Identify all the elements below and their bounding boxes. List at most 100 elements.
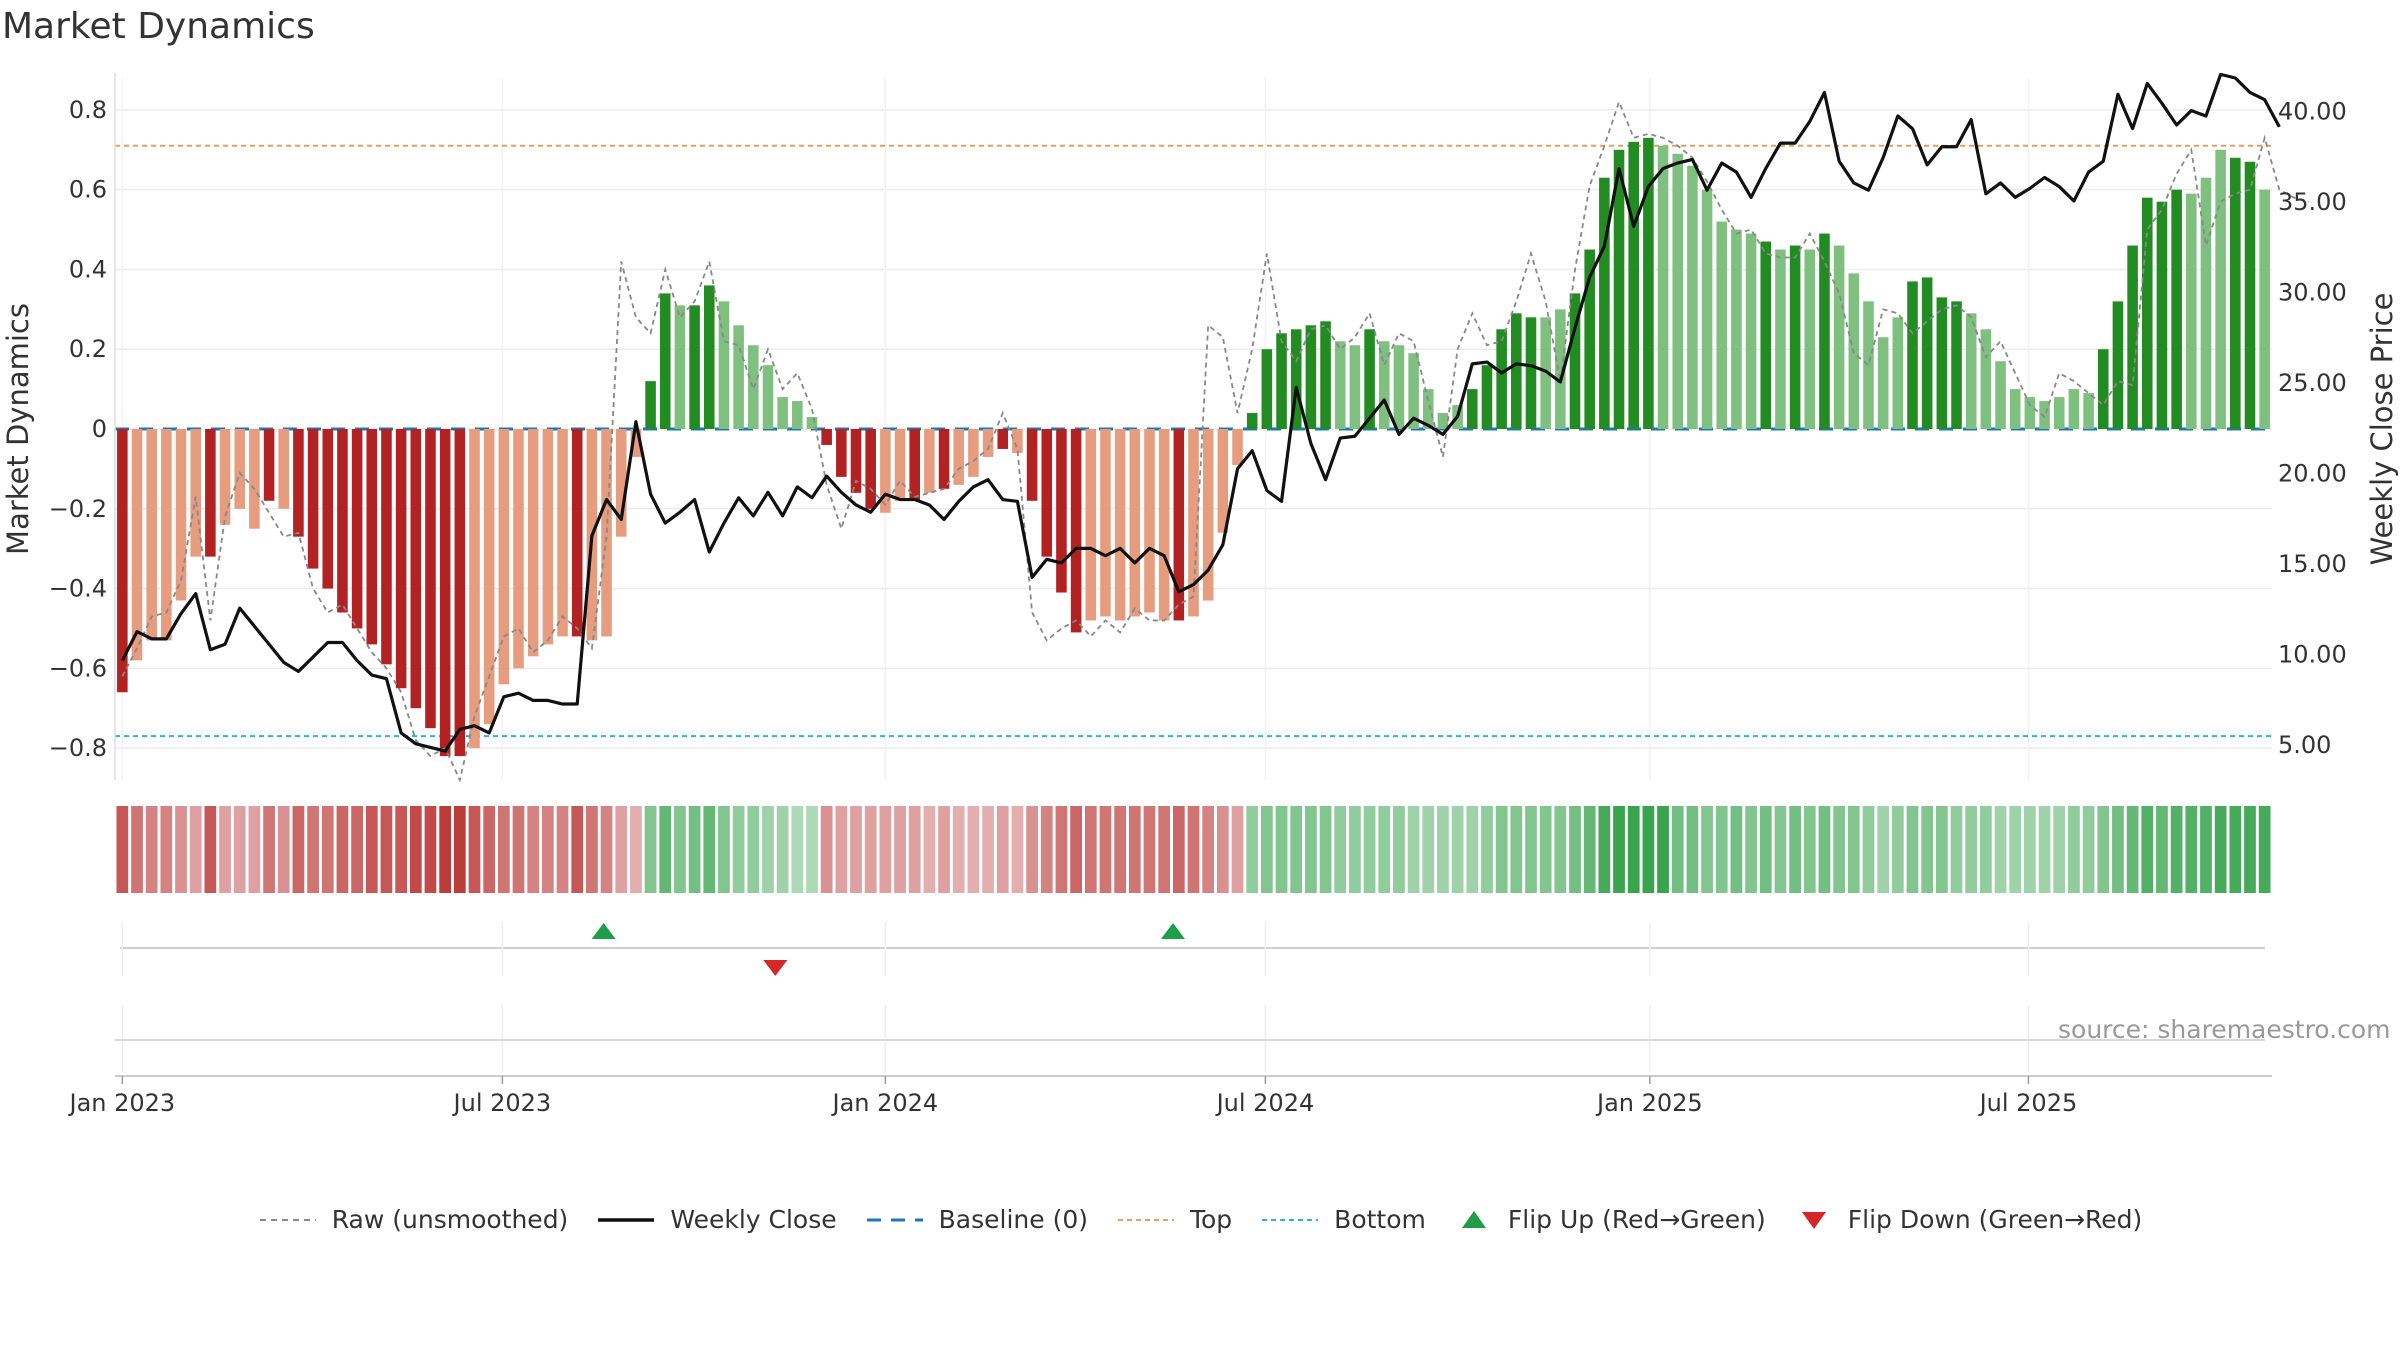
x-tick-label: Jul 2025 [1978,1089,2078,1117]
raw-line [121,99,2309,783]
dynamics-bar [1364,329,1375,429]
regime-strip-cell [1979,806,1992,893]
regime-strip-cell [762,806,774,893]
regime-strip-cell [1862,806,1875,893]
regime-strip-cell [2141,806,2154,893]
regime-strip-cell [1290,806,1303,893]
dynamics-bar [1716,221,1728,429]
dynamics-bar [1731,229,1742,429]
regime-strip-cell [424,806,437,893]
regime-strip-cell [718,806,730,893]
legend-item-bottom: Bottom [1260,1205,1426,1234]
regime-strip-cell [527,806,540,893]
regime-strip-cell [864,806,877,893]
regime-strip-cell [1994,806,2007,893]
regime-strip-cell [453,806,466,893]
regime-strip-cell [1510,806,1523,893]
dynamics-bar [146,429,157,641]
dynamics-bar [1760,241,1772,429]
regime-strip [116,806,2271,893]
y2-tick-label: 30.00 [2278,278,2347,306]
regime-strip-cell [160,806,173,893]
y2-tick-label: 15.00 [2278,550,2347,578]
legend-item-flip-up: Flip Up (Red→Green) [1454,1205,1766,1234]
regime-strip-cell [1216,806,1229,893]
regime-strip-cell [1437,806,1449,893]
regime-strip-cell [776,806,789,893]
dynamics-bar [1511,313,1522,429]
regime-strip-cell [1349,806,1361,893]
dynamics-bar [469,429,480,749]
x-tick-label: Jan 2025 [1595,1089,1703,1117]
regime-strip-cell [2053,806,2066,893]
regime-strip-cell [351,806,363,893]
regime-strip-cell [1847,806,1860,893]
regime-strip-cell [189,806,202,893]
regime-strip-cell [1143,806,1156,893]
dynamics-bar [557,429,568,637]
regime-strip-cell [2170,806,2183,893]
dynamics-bar [1261,349,1273,429]
regime-strip-cell [571,806,584,893]
y-tick-label: 0.6 [69,176,107,204]
dynamics-bar [1995,361,2006,429]
regime-strip-cell [2244,806,2256,893]
legend-item-top: Top [1116,1205,1232,1234]
flip-down-triangle-icon [1801,1211,1826,1229]
y-tick-label: 0.2 [69,335,107,363]
regime-strip-cell [439,806,452,893]
dynamics-bar [513,429,524,669]
regime-strip-cell [615,806,628,893]
regime-strip-cell [2097,806,2110,893]
legend-label-raw: Raw (unsmoothed) [331,1205,569,1234]
dynamics-bar [2200,177,2212,429]
legend-label-baseline: Baseline (0) [938,1205,1088,1234]
regime-strip-cell [600,806,613,893]
dynamics-bar [1129,429,1141,617]
legend-label-top: Top [1189,1205,1233,1234]
regime-strip-cell [116,806,129,893]
regime-strip-cell [483,806,496,893]
dynamics-bar [836,429,847,477]
dynamics-bar [850,429,862,493]
dynamics-bar [689,305,700,429]
regime-strip-cell [1759,806,1772,893]
weekly-close-series [120,72,2281,753]
regime-strip-cell [2024,806,2036,893]
dynamics-bar [1569,293,1581,429]
regime-strip-cell [512,806,525,893]
regime-strip-cell [2082,806,2095,893]
regime-strip-cell [1818,806,1831,893]
dynamics-bar [1657,145,1669,429]
raw-series [121,99,2309,783]
dynamics-bar [395,429,407,689]
dynamics-bar [982,429,994,457]
y-tick-label: 0.4 [69,255,107,283]
dynamics-bar [703,285,715,429]
dynamics-bar [968,429,979,477]
regime-strip-cell [1525,806,1537,893]
dynamics-bar [263,429,275,501]
dynamics-bar [1349,345,1361,429]
legend-item-close: Weekly Close [596,1205,837,1234]
dynamics-bar [909,429,920,501]
regime-strip-cell [365,806,378,893]
dynamics-bar [1555,309,1566,429]
axes: 0.8 0.6 0.4 0.2 0 −0.2 −0.4 −0.6 −0.8 40.00 35.00 3… [1,73,2399,780]
dynamics-bar [542,429,554,645]
dynamics-bar [1745,233,1757,429]
regime-strip-cell [688,806,701,893]
dynamics-bar [777,397,788,429]
regime-strip-cell [1158,806,1171,893]
x-axis-ticks: Jan 2023 Jul 2023 Jan 2024 Jul 2024 Jan 2025… [67,1076,2077,1117]
legend-item-baseline: Baseline (0) [865,1205,1088,1234]
regime-strip-cell [630,806,642,893]
legend-label-flip-down: Flip Down (Green→Red) [1847,1205,2143,1234]
dynamics-bar [1422,389,1434,429]
regime-strip-cell [277,806,290,893]
baseline-line-swatch [866,1218,923,1221]
y-axis-title: Market Dynamics [1,303,35,555]
regime-strip-cell [1363,806,1376,893]
dynamics-bar [1085,429,1097,621]
regime-strip-cell [1466,806,1479,893]
